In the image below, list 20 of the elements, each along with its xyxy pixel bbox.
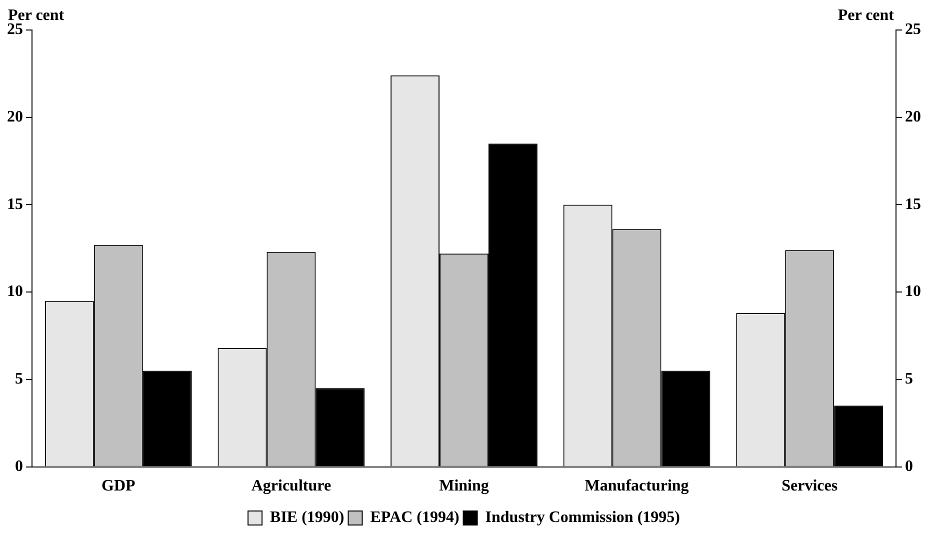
y-tick-label: 15 (7, 196, 23, 213)
legend-label: EPAC (1994) (370, 509, 460, 526)
y-tick-label: 10 (7, 283, 23, 300)
y2-tick-label: 15 (905, 196, 921, 213)
x-tick-label: Manufacturing (584, 478, 689, 495)
y2-tick-label: 10 (905, 283, 921, 300)
y-tick-label: 5 (15, 370, 23, 388)
x-tick-label: GDP (102, 478, 136, 495)
y-tick-label: 0 (15, 458, 23, 475)
legend-label: Industry Commission (1995) (485, 509, 680, 526)
y2-tick-label: 5 (905, 370, 913, 388)
x-tick-label: Agriculture (251, 478, 332, 495)
y2-tick-label: 25 (905, 21, 921, 38)
y2-tick-label: 0 (905, 458, 913, 475)
x-tick-label: Mining (439, 478, 489, 495)
y-tick-label: 20 (7, 108, 23, 126)
y2-tick-label: 20 (905, 108, 921, 126)
x-tick-label: Services (782, 478, 838, 495)
y2-axis-title: Per cent (838, 7, 895, 24)
legend-label: BIE (1990) (270, 509, 344, 526)
